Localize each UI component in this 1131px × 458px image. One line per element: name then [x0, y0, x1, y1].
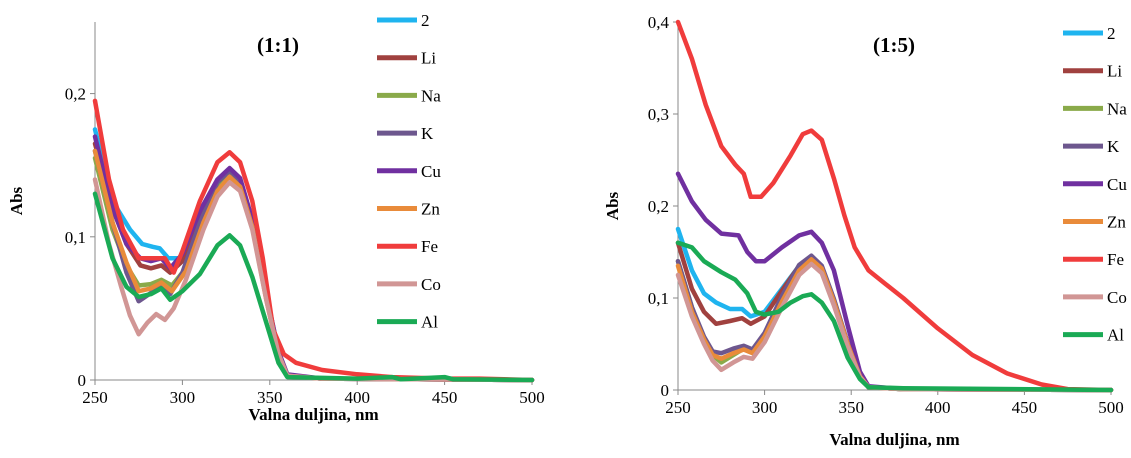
chart-title: (1:1) [257, 33, 299, 57]
x-axis-title: Valna duljina, nm [829, 430, 959, 449]
series-line-Al [675, 240, 1114, 393]
legend-label-Fe: Fe [1107, 250, 1124, 269]
series-line-Li [675, 240, 1114, 393]
x-tick-label: 400 [925, 398, 951, 417]
legend-label-K: K [1107, 137, 1120, 156]
x-tick-label: 250 [665, 398, 691, 417]
legend-label-Zn: Zn [421, 200, 440, 219]
legend-label-Na: Na [421, 86, 441, 105]
legend-label-Al: Al [421, 313, 438, 332]
y-axis-title: Abs [7, 186, 26, 215]
legend-label-Zn: Zn [1107, 213, 1126, 232]
legend-label-Al: Al [1107, 326, 1124, 345]
x-tick-label: 350 [257, 388, 283, 407]
legend-label-Co: Co [421, 275, 441, 294]
legend: 2 Li Na K Cu Zn Fe Co Al [377, 11, 441, 332]
legend-label-Cu: Cu [1107, 175, 1127, 194]
series-line-K [675, 253, 1114, 393]
legend-label-Li: Li [1107, 62, 1122, 81]
legend-label-Fe: Fe [421, 237, 438, 256]
series-line-Na [675, 254, 1114, 393]
y-tick-label: 0,2 [65, 85, 86, 104]
y-tick-label: 0,1 [648, 289, 669, 308]
chart-1: 0 0,1 0,2 250 300 350 400 450 500 Valna duljina, … [7, 11, 545, 424]
y-tick-label: 0 [661, 381, 670, 400]
y-tick-label: 0,4 [648, 13, 670, 32]
series-line-2 [92, 127, 535, 383]
series-line-Fe [92, 98, 535, 383]
y-tick-label: 0,3 [648, 105, 669, 124]
legend-label-2: 2 [421, 11, 430, 30]
series-line-Li [92, 141, 535, 383]
y-tick-label: 0 [78, 371, 87, 390]
legend-label-Na: Na [1107, 99, 1127, 118]
y-tick-label: 0,1 [65, 228, 86, 247]
series-line-Zn [675, 257, 1114, 393]
legend: 2 Li Na K Cu Zn Fe Co Al [1063, 24, 1127, 345]
x-tick-label: 500 [1098, 398, 1124, 417]
legend-label-Co: Co [1107, 288, 1127, 307]
series-line-Co [675, 261, 1114, 393]
series-line-Al [92, 191, 535, 383]
legend-label-K: K [421, 124, 434, 143]
legend-label-Cu: Cu [421, 162, 441, 181]
x-tick-label: 450 [432, 388, 458, 407]
x-tick-label: 350 [838, 398, 864, 417]
x-tick-label: 300 [752, 398, 778, 417]
x-tick-label: 500 [519, 388, 545, 407]
y-tick-label: 0,2 [648, 197, 669, 216]
chart-title: (1:5) [873, 33, 915, 57]
series-line-Co [92, 177, 535, 383]
x-axis-title: Valna duljina, nm [248, 405, 378, 424]
chart-2: 0 0,1 0,2 0,3 0,4 250 300 350 400 450 500 Valna dul… [603, 13, 1127, 449]
y-axis-title: Abs [603, 191, 622, 220]
series-line-Na [92, 155, 535, 383]
series-line-Fe [675, 19, 1114, 393]
x-tick-label: 300 [170, 388, 196, 407]
series-line-2 [675, 226, 1114, 393]
x-tick-label: 400 [344, 388, 370, 407]
legend-label-2: 2 [1107, 24, 1116, 43]
x-tick-label: 250 [82, 388, 108, 407]
x-tick-label: 450 [1012, 398, 1038, 417]
legend-label-Li: Li [421, 49, 436, 68]
